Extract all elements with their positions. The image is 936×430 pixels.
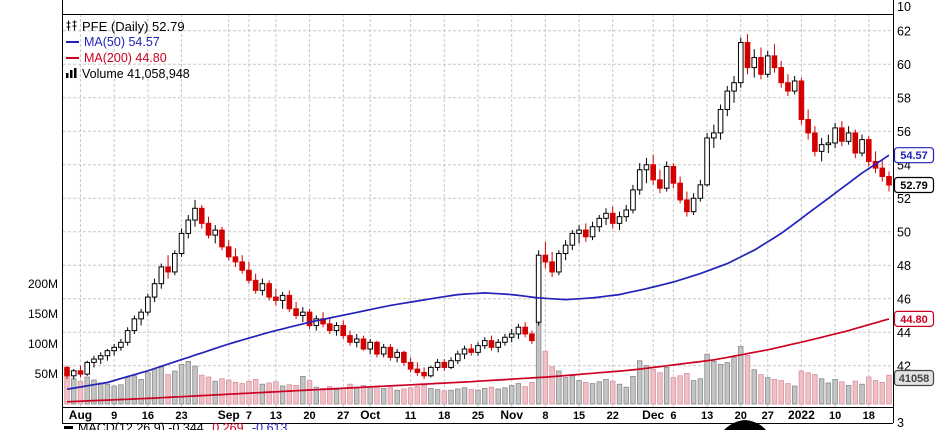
macd-label: MACD(12,26,9) -0.344, (78, 421, 208, 430)
svg-text:Sep: Sep (218, 408, 240, 422)
legend-volume-label: Volume 41,058,948 (82, 67, 190, 81)
svg-text:13: 13 (701, 410, 713, 422)
svg-text:25: 25 (472, 410, 484, 422)
macd-histogram-value: -0.613 (252, 421, 288, 430)
legend-ma50-row: MA(50) 54.57 (66, 34, 190, 50)
svg-text:15: 15 (573, 410, 585, 422)
svg-text:Dec: Dec (642, 408, 664, 422)
svg-text:27: 27 (762, 410, 774, 422)
svg-text:Nov: Nov (500, 408, 523, 422)
svg-text:50M: 50M (35, 367, 58, 381)
svg-text:7: 7 (246, 410, 252, 422)
ma50-line (66, 154, 890, 391)
svg-text:44: 44 (897, 326, 911, 340)
volume-bars (64, 301, 892, 405)
macd-legend: MACD(12,26,9) -0.344, 0.269, -0.613 (64, 421, 287, 430)
svg-text:62: 62 (897, 24, 911, 38)
svg-text:23: 23 (175, 410, 187, 422)
svg-text:3: 3 (897, 416, 904, 430)
svg-text:41058: 41058 (899, 373, 930, 385)
svg-text:20: 20 (735, 410, 747, 422)
svg-text:18: 18 (438, 410, 450, 422)
date-axis-labels: Aug 9 16 23 Sep 7 13 20 27 Oct 11 18 25 Nov 8 15 22 Dec 6 1… (69, 408, 875, 422)
svg-text:150M: 150M (28, 307, 58, 321)
svg-text:13: 13 (270, 410, 282, 422)
svg-text:10: 10 (897, 0, 911, 14)
svg-text:100M: 100M (28, 337, 58, 351)
legend-symbol-label: PFE (Daily) 52.79 (82, 18, 185, 34)
svg-text:46: 46 (897, 292, 911, 306)
svg-text:27: 27 (337, 410, 349, 422)
svg-text:44.80: 44.80 (900, 314, 928, 326)
legend-ma200-label: MA(200) 44.80 (84, 51, 167, 65)
legend-symbol-row: PFE (Daily) 52.79 (66, 18, 190, 34)
price-markers: 54.57 52.79 44.80 41058 (893, 147, 935, 387)
macd-curve-fragment (724, 420, 766, 430)
legend-ma50-label: MA(50) 54.57 (84, 35, 160, 49)
gridlines (63, 14, 893, 407)
volume-axis-labels: 200M 150M 100M 50M (28, 277, 58, 381)
legend-volume-row: Volume 41,058,948 (66, 66, 190, 82)
svg-text:52: 52 (897, 192, 911, 206)
svg-text:Aug: Aug (69, 408, 92, 422)
svg-text:22: 22 (607, 410, 619, 422)
svg-text:58: 58 (897, 91, 911, 105)
svg-text:42: 42 (897, 359, 911, 373)
volume-bars-icon (66, 67, 77, 81)
svg-text:11: 11 (405, 410, 417, 422)
svg-text:50: 50 (897, 225, 911, 239)
candlesticks (64, 34, 892, 380)
svg-text:10: 10 (829, 410, 841, 422)
svg-text:54.57: 54.57 (900, 150, 928, 162)
svg-text:56: 56 (897, 125, 911, 139)
legend-ma200-row: MA(200) 44.80 (66, 50, 190, 66)
svg-text:2022: 2022 (788, 408, 815, 422)
chart-legend: PFE (Daily) 52.79 MA(50) 54.57 MA(200) 4… (66, 18, 190, 82)
svg-text:6: 6 (670, 410, 676, 422)
candlestick-chart-icon (66, 19, 77, 34)
svg-text:16: 16 (142, 410, 154, 422)
ma200-line (66, 318, 890, 403)
macd-line-icon (64, 426, 73, 429)
svg-text:200M: 200M (28, 277, 58, 291)
macd-signal-value: 0.269, (212, 421, 247, 430)
svg-text:48: 48 (897, 259, 911, 273)
ma200-line-swatch (66, 57, 79, 59)
svg-text:Oct: Oct (360, 408, 380, 422)
svg-text:20: 20 (303, 410, 315, 422)
svg-text:9: 9 (111, 410, 117, 422)
svg-text:60: 60 (897, 58, 911, 72)
pane-borders (62, 0, 894, 424)
svg-text:52.79: 52.79 (900, 180, 928, 192)
svg-text:8: 8 (542, 410, 548, 422)
svg-text:18: 18 (863, 410, 875, 422)
ma50-line-swatch (66, 41, 79, 43)
